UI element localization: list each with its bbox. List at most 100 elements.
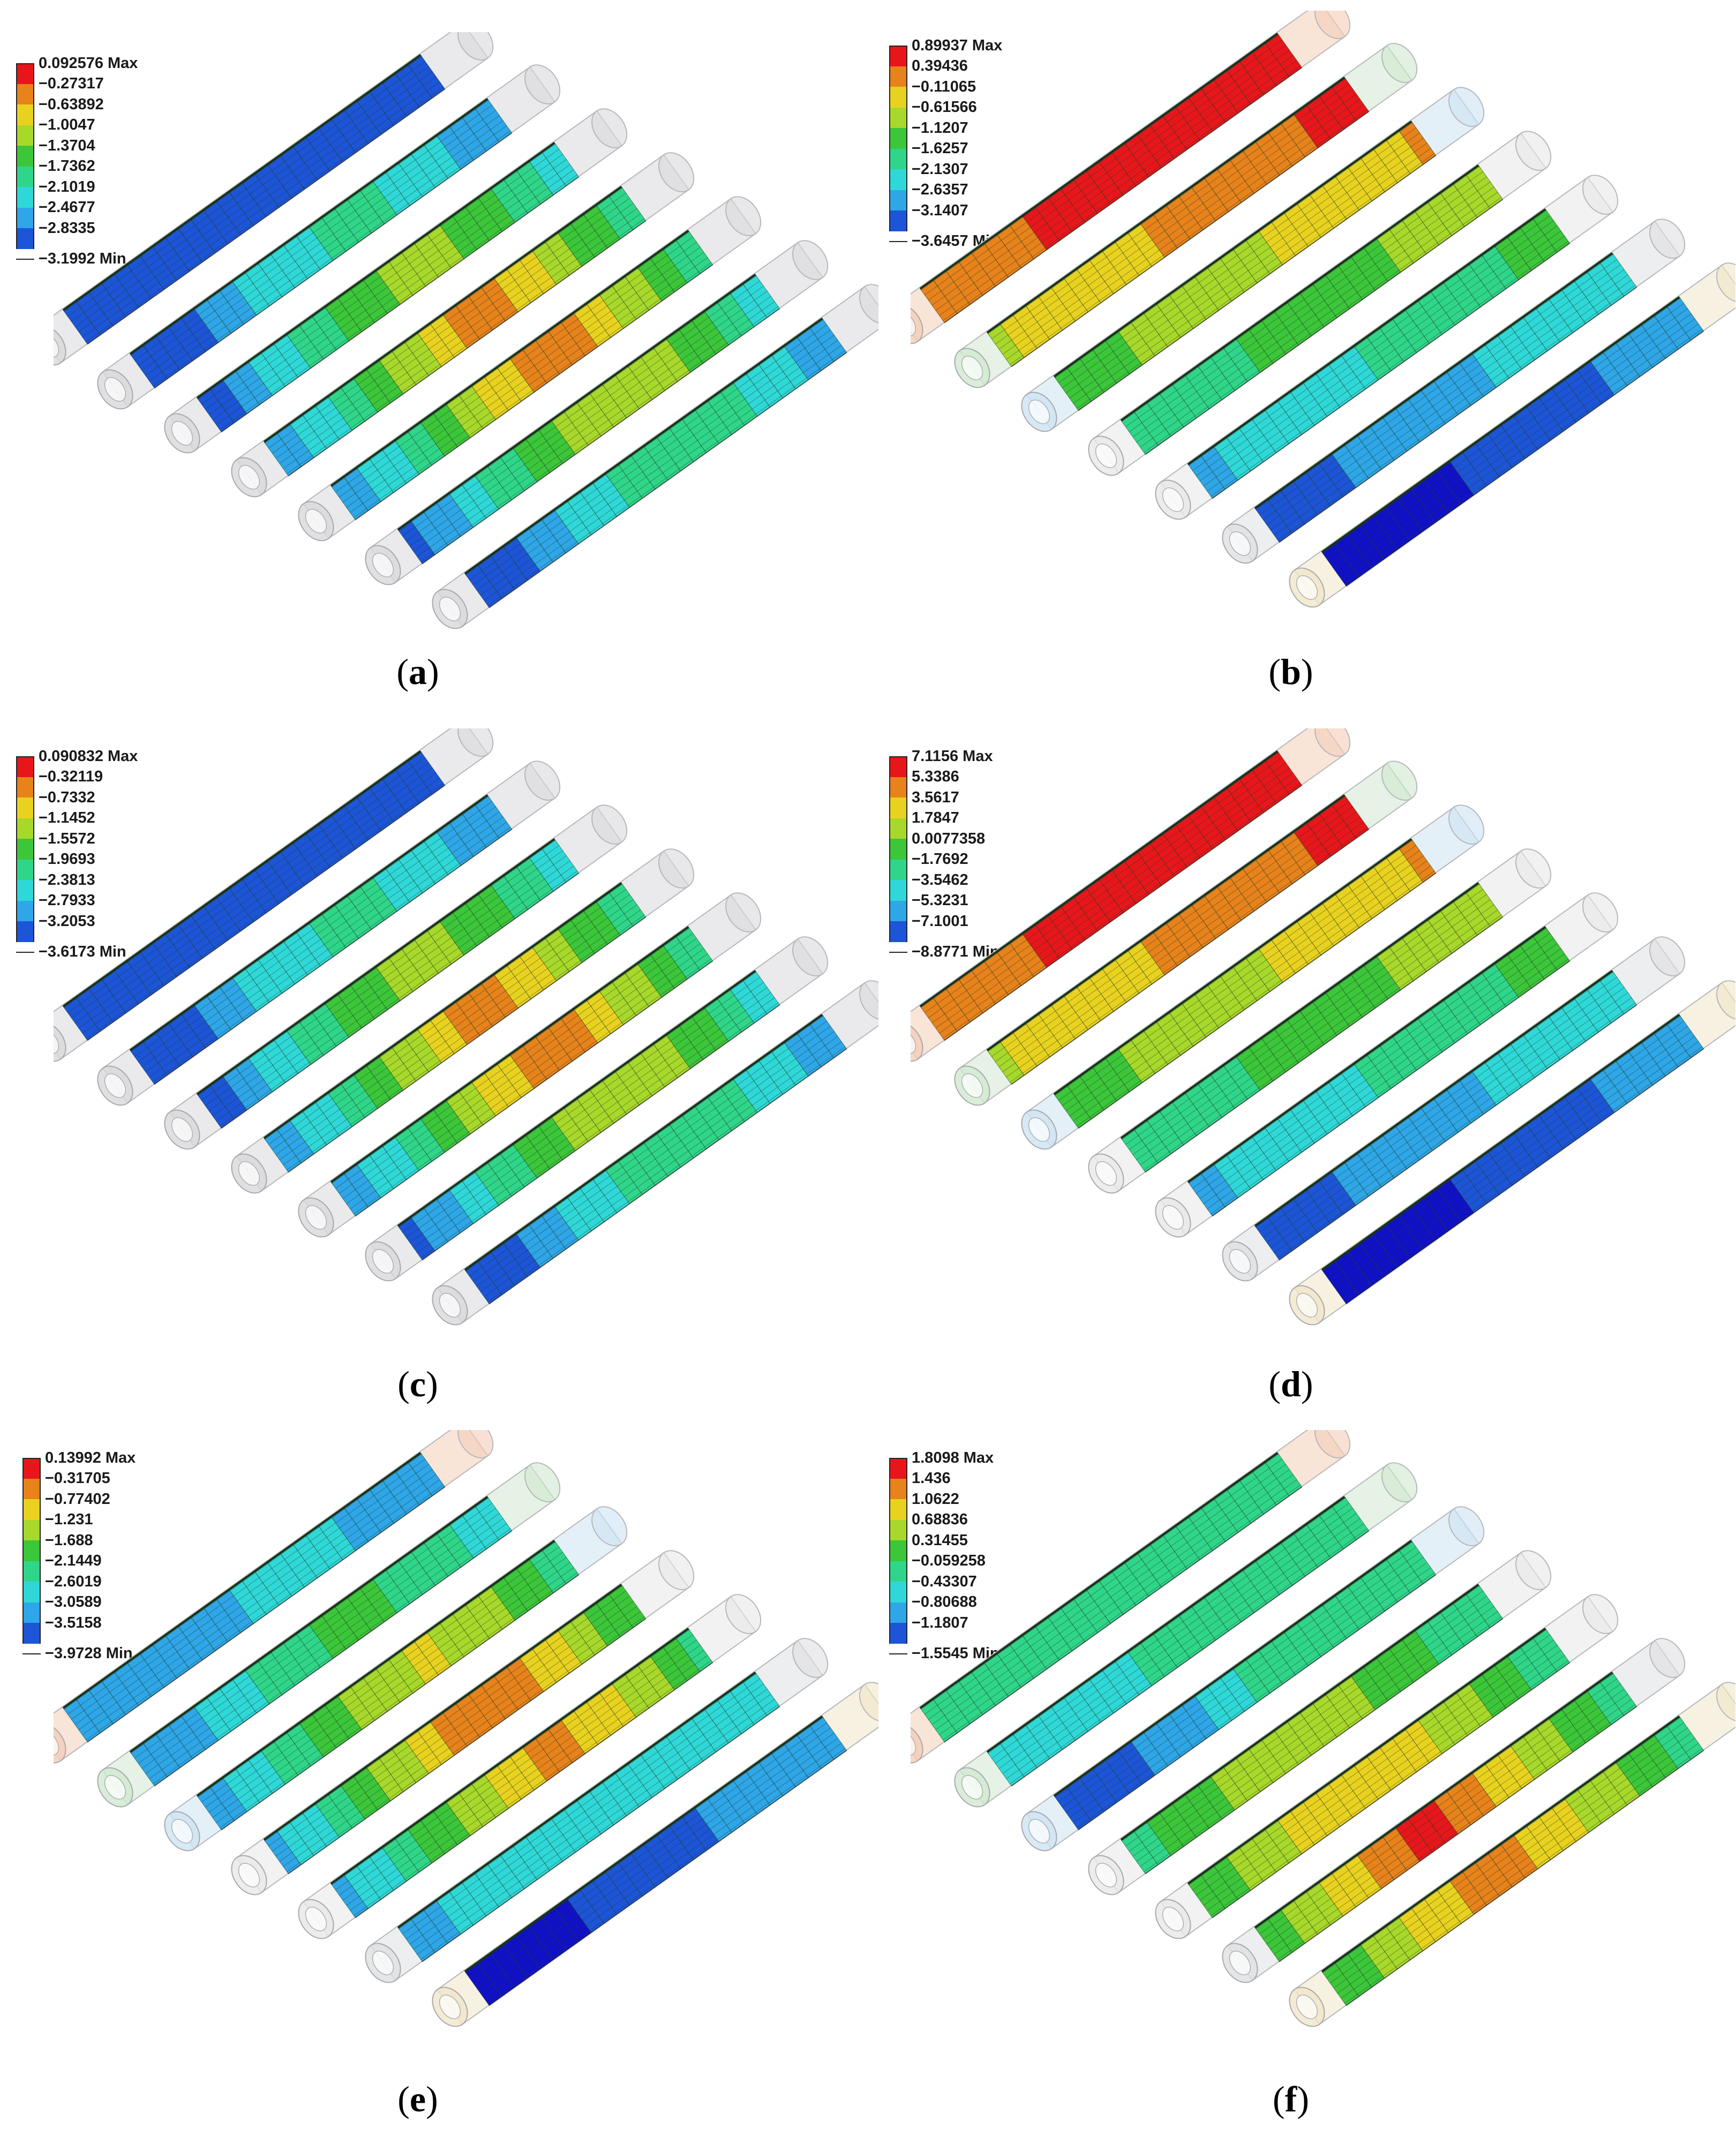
contour-pipe: [1321, 296, 1704, 587]
caption-d-letter: d: [1281, 1364, 1301, 1404]
legend-swatch: [22, 1582, 41, 1602]
contour-pipe: [1120, 1583, 1504, 1875]
legend-label: −1.3704: [39, 137, 95, 154]
caption-c-letter: c: [409, 1364, 426, 1404]
legend-label: −0.059258: [912, 1552, 986, 1570]
legend-label: 0.39436: [912, 57, 968, 75]
legend-swatch: [889, 240, 907, 242]
legend-label: 0.89937 Max: [912, 36, 1003, 54]
legend-swatch: [16, 756, 34, 777]
contour-pipe: [1187, 1627, 1570, 1918]
legend-row: 0.13992 Max: [22, 1450, 136, 1479]
contour-pipe: [330, 1627, 713, 1918]
legend-label: −2.8335: [39, 219, 95, 237]
legend-row: −0.77402: [22, 1491, 136, 1520]
legend-label: −5.3231: [912, 892, 968, 909]
legend-label: 3.5617: [912, 788, 959, 806]
legend-swatch: [16, 63, 34, 84]
legend-swatch: [889, 210, 907, 231]
contour-pipe: [1053, 838, 1437, 1129]
contour-pipe: [986, 1495, 1370, 1787]
legend-swatch: [889, 777, 907, 797]
legend-swatch: [889, 839, 907, 860]
contour-pipe: [1254, 252, 1637, 543]
legend-row: −2.1307: [889, 161, 1002, 190]
legend-swatch: [22, 1561, 41, 1582]
legend-row: −1.7692: [889, 852, 999, 880]
legend-swatch: [16, 880, 34, 901]
contour-pipe: [919, 1451, 1303, 1743]
legend-label: −3.1992 Min: [39, 250, 126, 268]
caption-a: (a): [396, 651, 439, 692]
legend-row: −1.5545 Min: [889, 1644, 999, 1665]
legend-row: −1.0047: [16, 117, 138, 146]
legend-row: 0.092576 Max: [16, 55, 138, 84]
legend-row: −1.1452: [16, 810, 138, 839]
contour-plot-d: [911, 728, 1735, 1326]
legend-swatch: [889, 87, 907, 108]
legend-row: −0.059258: [889, 1553, 999, 1582]
legend-swatch: [889, 1582, 907, 1602]
contour-pipe: [263, 882, 647, 1173]
legend-row: −1.5572: [16, 831, 138, 860]
legend-row: −5.3231: [889, 893, 999, 921]
legend-row: 3.5617: [889, 789, 999, 818]
legend-row: −1.1207: [889, 120, 1002, 149]
legend-label: −2.3813: [39, 871, 95, 889]
legend-row: −1.6257: [889, 141, 1002, 169]
legend-row: −3.2053: [16, 913, 138, 942]
legend-label: −1.9693: [39, 851, 95, 868]
legend-label: −1.7362: [39, 157, 95, 175]
legend-label: −1.6257: [912, 140, 968, 157]
contour-pipe: [397, 1671, 780, 1962]
legend-swatch: [16, 146, 34, 167]
contour-pipe: [196, 141, 580, 433]
contour-pipe: [1053, 120, 1437, 411]
contour-pipe: [263, 185, 647, 477]
legend-label: −7.1001: [912, 912, 968, 930]
contour-plot-f: [911, 1430, 1735, 2027]
legend-label: 1.436: [912, 1470, 951, 1487]
legend-row: −0.61566: [889, 100, 1002, 128]
legend-swatch: [889, 1602, 907, 1623]
legend-d: 7.1156 Max 5.3386 3.5617 1.7847 0.0077358 −1.…: [889, 748, 999, 962]
legend-row: −2.7933: [16, 893, 138, 921]
legend-row: −2.4677: [16, 200, 138, 228]
contour-pipe: [129, 1495, 513, 1787]
legend-label: −1.7692: [912, 851, 968, 868]
legend-label: −0.61566: [912, 99, 977, 116]
legend-row: −3.5158: [22, 1615, 136, 1644]
legend-swatch: [22, 1499, 41, 1520]
legend-swatch: [22, 1478, 41, 1499]
legend-row: 1.0622: [889, 1491, 999, 1520]
contour-pipe: [1321, 1013, 1704, 1305]
legend-row: −1.1807: [889, 1615, 999, 1644]
caption-a-letter: a: [409, 651, 427, 692]
contour-pipe: [129, 794, 513, 1085]
legend-label: −1.0047: [39, 116, 95, 134]
contour-plot-a: [54, 32, 878, 629]
legend-label: −3.2053: [39, 912, 95, 930]
legend-row: −2.3813: [16, 872, 138, 901]
legend-label: −0.63892: [39, 95, 104, 113]
legend-swatch: [16, 859, 34, 880]
legend-swatch: [889, 1653, 907, 1654]
contour-pipe: [986, 794, 1370, 1085]
contour-pipe: [129, 97, 513, 389]
legend-label: −2.6357: [912, 181, 968, 199]
caption-f: (f): [1273, 2079, 1309, 2119]
legend-swatch: [16, 84, 34, 104]
legend-row: −2.8335: [16, 220, 138, 249]
contour-pipe: [62, 54, 446, 345]
legend-label: −1.5572: [39, 830, 95, 847]
contour-pipe: [330, 925, 713, 1217]
caption-e: (e): [397, 2079, 438, 2119]
legend-label: −0.80688: [912, 1593, 977, 1611]
legend-label: −0.11065: [912, 78, 976, 95]
legend-row: −0.43307: [889, 1574, 999, 1602]
legend-swatch: [16, 104, 34, 125]
contour-pipe: [62, 1451, 446, 1743]
legend-row: −1.688: [22, 1532, 136, 1561]
legend-label: 1.0622: [912, 1490, 959, 1508]
legend-swatch: [22, 1623, 41, 1644]
